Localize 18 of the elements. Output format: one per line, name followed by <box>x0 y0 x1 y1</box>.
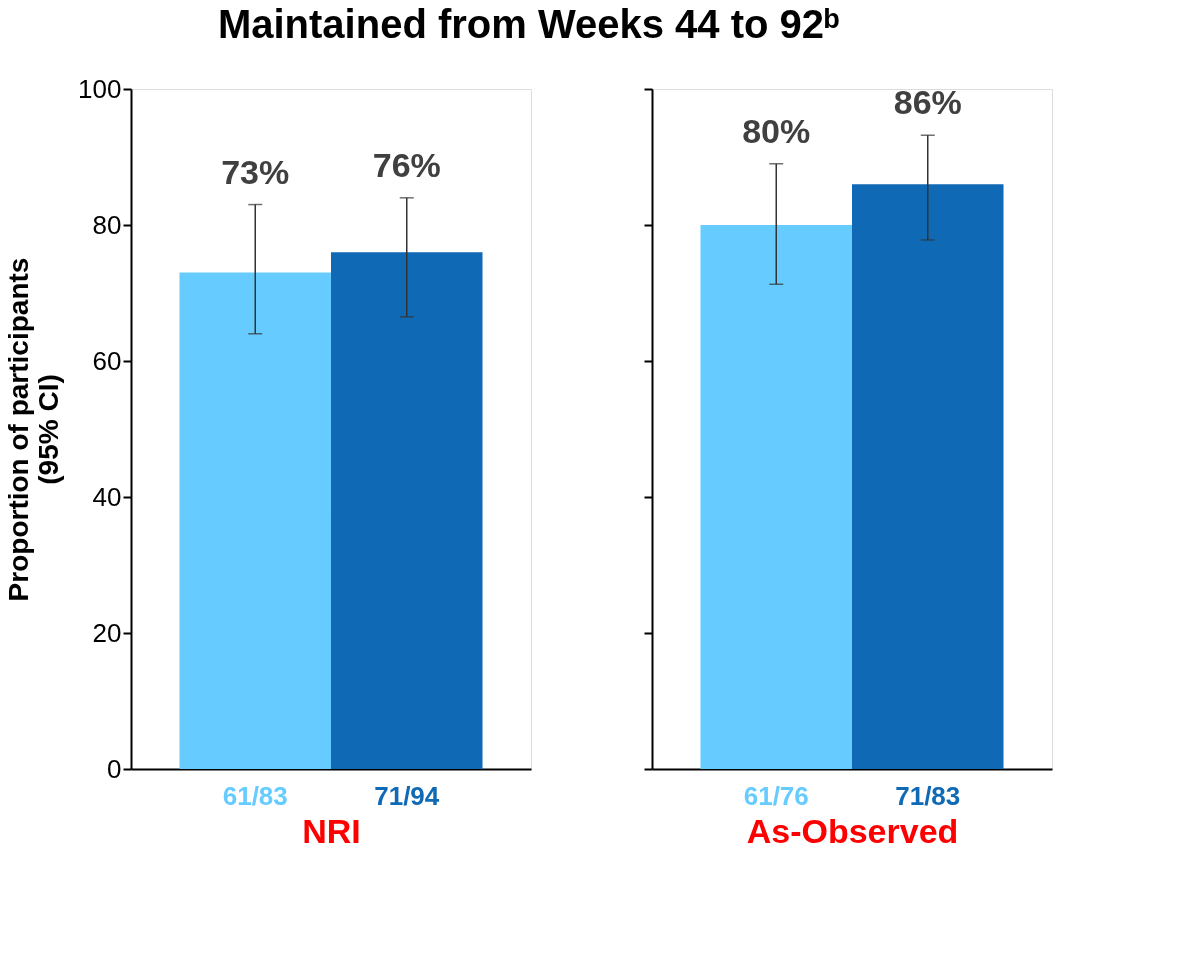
x-tick-label: 61/83 <box>222 780 288 811</box>
x-axis-title: NRI <box>302 811 361 850</box>
data-label: 80% <box>742 111 811 150</box>
x-tick-label: 61/76 <box>743 780 809 811</box>
y-tick-label: 0 <box>107 753 122 784</box>
chart-title: Maintained from Weeks 44 to 92ᵇ <box>217 1 840 46</box>
y-tick-label: 80 <box>92 209 122 240</box>
x-tick-label: 71/83 <box>895 780 961 811</box>
data-label: 86% <box>893 83 962 122</box>
y-tick-label: 40 <box>92 481 122 512</box>
data-label: 76% <box>372 145 441 184</box>
y-tick-label: 60 <box>92 345 122 376</box>
y-axis-title: Proportion of participants (95% CI) <box>3 257 65 602</box>
data-label: 73% <box>221 152 290 191</box>
x-tick-label: 71/94 <box>374 780 440 811</box>
x-axis-title: As-Observed <box>746 811 959 850</box>
y-tick-label: 100 <box>78 73 122 104</box>
y-tick-label: 20 <box>92 617 122 648</box>
